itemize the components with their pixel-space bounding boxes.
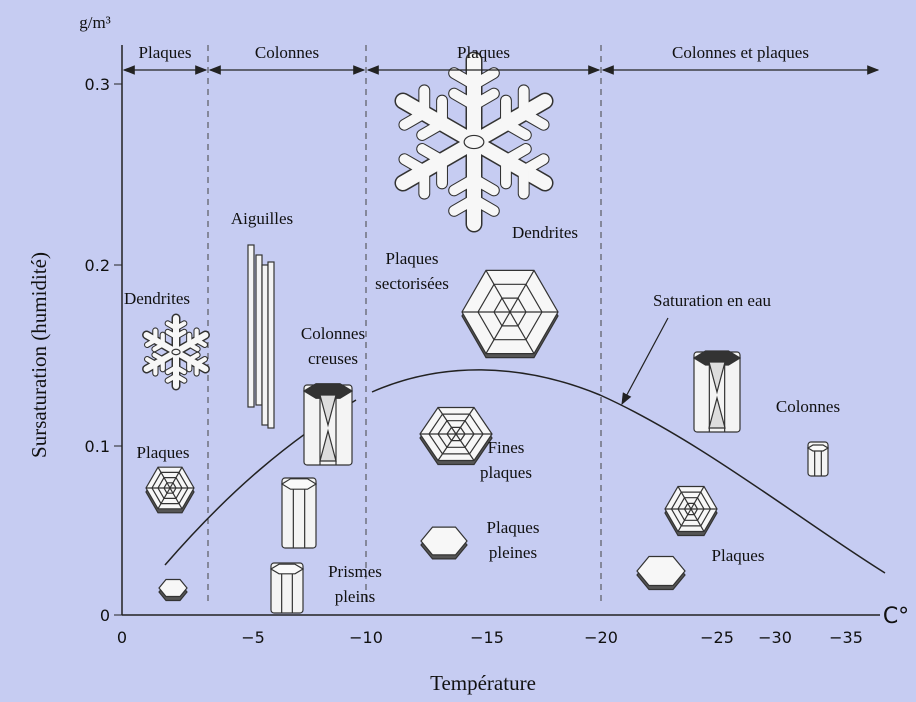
region-label: Plaques bbox=[139, 43, 192, 62]
crystal-label: Aiguilles bbox=[231, 209, 293, 228]
x-tick-label: −20 bbox=[584, 628, 618, 647]
crystal-label: creuses bbox=[308, 349, 358, 368]
crystal-label: sectorisées bbox=[375, 274, 449, 293]
crystal-needle bbox=[262, 265, 268, 425]
x-unit: C° bbox=[883, 604, 909, 629]
x-tick-label: −30 bbox=[758, 628, 792, 647]
x-tick-label: −35 bbox=[829, 628, 863, 647]
crystal-label: Plaques bbox=[712, 546, 765, 565]
crystal-label: Dendrites bbox=[124, 289, 190, 308]
x-tick-label: −5 bbox=[241, 628, 265, 647]
crystal-label: pleines bbox=[489, 543, 537, 562]
crystal-label: Prismes bbox=[328, 562, 382, 581]
y-tick-label: 0.2 bbox=[85, 256, 110, 275]
crystal-label: Colonnes bbox=[776, 397, 840, 416]
crystal-label: Plaques bbox=[137, 443, 190, 462]
crystal-label: Plaques bbox=[386, 249, 439, 268]
region-label: Colonnes bbox=[255, 43, 319, 62]
crystal-label: pleins bbox=[335, 587, 376, 606]
x-axis-title: Température bbox=[430, 671, 536, 695]
crystal-label: Saturation en eau bbox=[653, 291, 772, 310]
crystal-column bbox=[808, 445, 828, 451]
crystal-label: Fines bbox=[488, 438, 525, 457]
y-unit: g/m³ bbox=[79, 13, 111, 32]
crystal-label: Plaques bbox=[487, 518, 540, 537]
region-label: Colonnes et plaques bbox=[672, 43, 809, 62]
crystal-plate bbox=[159, 580, 187, 597]
crystal-needle bbox=[256, 255, 262, 405]
crystal-needle bbox=[248, 245, 254, 407]
crystal-needle bbox=[268, 262, 274, 428]
crystal-column bbox=[271, 564, 303, 574]
y-axis-title: Sursaturation (humidité) bbox=[27, 252, 51, 458]
y-tick-label: 0 bbox=[100, 606, 110, 625]
crystal-column bbox=[282, 479, 316, 489]
crystal-label: plaques bbox=[480, 463, 532, 482]
y-tick-label: 0.3 bbox=[85, 75, 110, 94]
crystal-label: Dendrites bbox=[512, 223, 578, 242]
region-label: Plaques bbox=[457, 43, 510, 62]
x-tick-label: 0 bbox=[117, 628, 127, 647]
x-tick-label: −10 bbox=[349, 628, 383, 647]
crystal-label: Colonnes bbox=[301, 324, 365, 343]
y-tick-label: 0.1 bbox=[85, 437, 110, 456]
background bbox=[0, 0, 916, 702]
diagram: 0 −5 −10 −15 −20 −25 −30 −35 0 0.1 0.2 0.3 g/m³ C° Tem… bbox=[0, 0, 916, 702]
x-tick-label: −25 bbox=[700, 628, 734, 647]
x-tick-label: −15 bbox=[470, 628, 504, 647]
